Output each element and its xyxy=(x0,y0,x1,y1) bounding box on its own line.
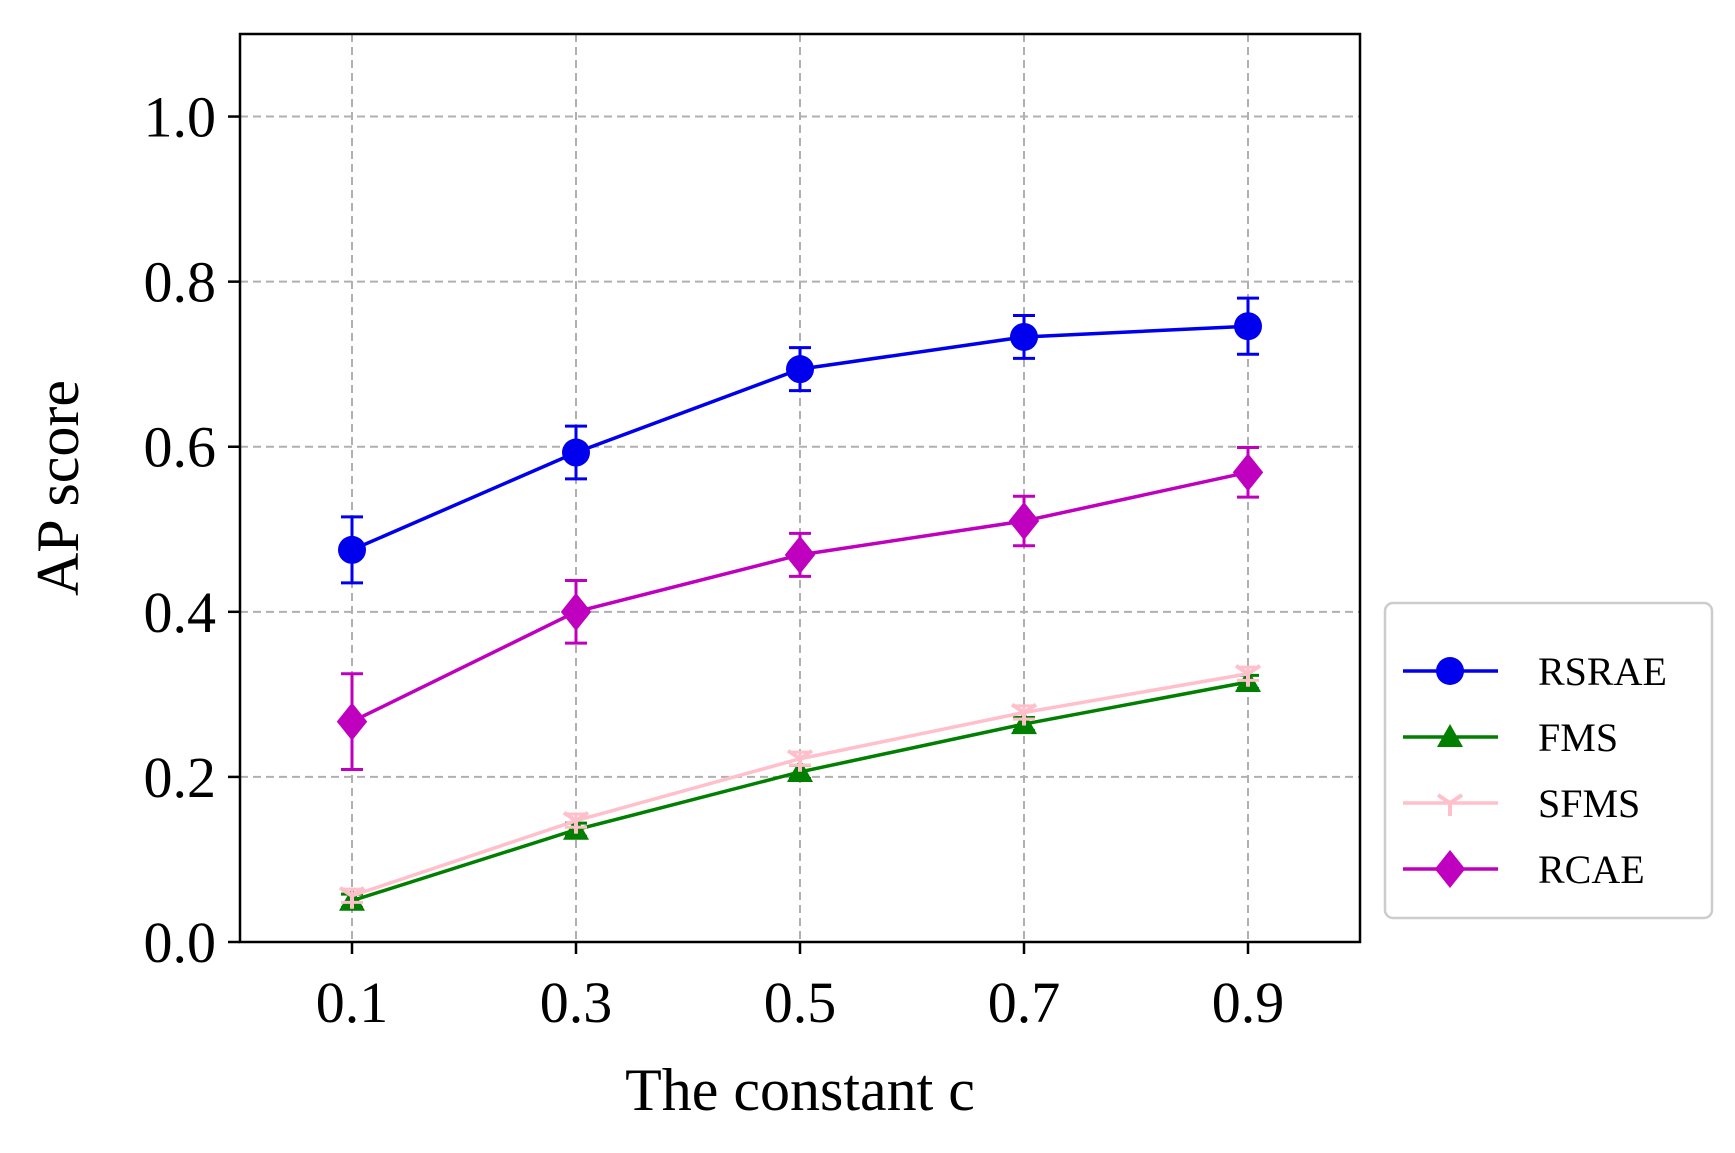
data-point xyxy=(786,749,814,772)
x-axis-title: The constant c xyxy=(625,1057,975,1123)
series-rsrae xyxy=(338,296,1262,585)
legend-entry: FMS xyxy=(1403,715,1618,760)
legend-box xyxy=(1383,601,1714,920)
legend-label: FMS xyxy=(1538,715,1618,760)
legend-marker xyxy=(1434,850,1466,888)
data-point xyxy=(562,810,590,834)
legend-label: SFMS xyxy=(1538,781,1640,826)
legend-label: RSRAE xyxy=(1538,649,1667,694)
data-point xyxy=(1232,453,1264,492)
y-tick-label: 0.8 xyxy=(144,250,217,315)
y-tick-label: 0.0 xyxy=(144,910,217,975)
tri-arm xyxy=(1010,702,1026,715)
tri-arm xyxy=(1436,793,1452,805)
y-tick-label: 1.0 xyxy=(144,85,217,150)
series-sfms xyxy=(338,664,1262,909)
data-point xyxy=(784,535,816,574)
legend: RSRAE FMS SFMS RCAE xyxy=(1383,601,1714,920)
x-tick-label: 0.1 xyxy=(316,970,389,1035)
tri-arm xyxy=(1448,793,1464,805)
y-tick-label: 0.4 xyxy=(144,580,217,645)
legend-marker xyxy=(1436,793,1464,816)
data-point xyxy=(336,702,368,741)
data-point xyxy=(1234,664,1262,687)
data-point xyxy=(338,535,366,564)
tri-arm xyxy=(1246,664,1262,676)
data-point xyxy=(1234,312,1262,341)
tri-arm xyxy=(798,749,814,761)
data-point xyxy=(1010,702,1038,726)
legend-marker xyxy=(1437,724,1463,747)
data-point xyxy=(786,355,814,384)
y-tick-label: 0.2 xyxy=(144,745,217,810)
legend-entry: RSRAE xyxy=(1403,649,1667,694)
tri-arm xyxy=(1234,664,1250,676)
tri-arm xyxy=(338,886,354,898)
data-point xyxy=(560,592,592,631)
x-tick-label: 0.7 xyxy=(988,970,1061,1035)
x-tick-label: 0.9 xyxy=(1212,970,1285,1035)
y-axis-title: AP score xyxy=(25,380,91,596)
legend-entry: SFMS xyxy=(1403,781,1640,826)
y-tick-label: 0.6 xyxy=(144,415,217,480)
legend-marker xyxy=(1436,657,1464,685)
legend-entry: RCAE xyxy=(1403,847,1645,892)
data-point xyxy=(1010,322,1038,351)
series-rcae xyxy=(336,446,1264,771)
ticks-layer: 0.1 0.3 0.5 0.7 0.9 0.0 0.2 0.4 0.6 0.8 1.0 xyxy=(144,85,1285,1035)
tri-arm xyxy=(562,810,578,823)
data-point xyxy=(1008,502,1040,541)
tri-arm xyxy=(350,886,366,898)
data-point xyxy=(338,886,366,909)
tri-arm xyxy=(1022,702,1038,715)
x-tick-label: 0.3 xyxy=(540,970,613,1035)
series-layer xyxy=(336,296,1264,911)
x-tick-label: 0.5 xyxy=(764,970,837,1035)
grid-layer xyxy=(240,34,1360,942)
legend-label: RCAE xyxy=(1538,847,1645,892)
tri-arm xyxy=(574,810,590,823)
data-point xyxy=(562,438,590,467)
tri-arm xyxy=(786,749,802,761)
